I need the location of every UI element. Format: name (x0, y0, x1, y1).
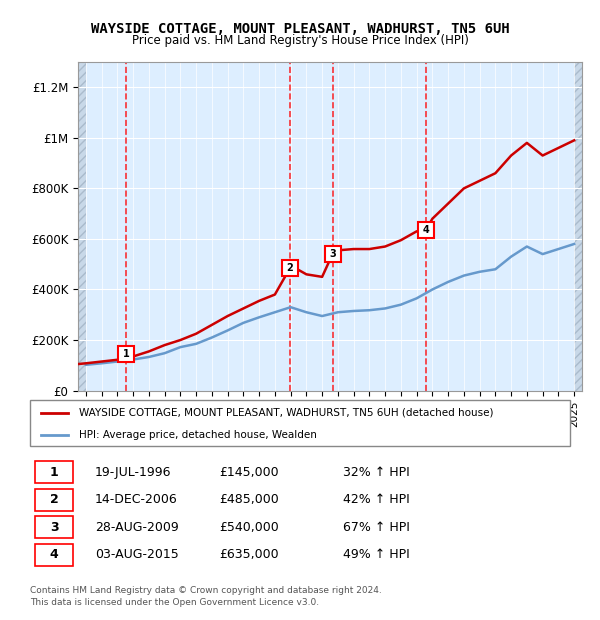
Text: 4: 4 (422, 225, 429, 235)
Text: WAYSIDE COTTAGE, MOUNT PLEASANT, WADHURST, TN5 6UH: WAYSIDE COTTAGE, MOUNT PLEASANT, WADHURS… (91, 22, 509, 36)
Text: HPI: Average price, detached house, Wealden: HPI: Average price, detached house, Weal… (79, 430, 316, 440)
Bar (78, 62, 86, 391)
Text: 1: 1 (122, 349, 129, 359)
Text: Contains HM Land Registry data © Crown copyright and database right 2024.: Contains HM Land Registry data © Crown c… (30, 586, 382, 595)
Text: 67% ↑ HPI: 67% ↑ HPI (343, 521, 410, 534)
Text: WAYSIDE COTTAGE, MOUNT PLEASANT, WADHURST, TN5 6UH (detached house): WAYSIDE COTTAGE, MOUNT PLEASANT, WADHURS… (79, 408, 493, 418)
Text: £540,000: £540,000 (219, 521, 279, 534)
FancyBboxPatch shape (35, 544, 73, 566)
Text: 49% ↑ HPI: 49% ↑ HPI (343, 548, 410, 561)
Text: £485,000: £485,000 (219, 494, 279, 506)
Text: 42% ↑ HPI: 42% ↑ HPI (343, 494, 410, 506)
Text: 3: 3 (329, 249, 336, 259)
Text: 32% ↑ HPI: 32% ↑ HPI (343, 466, 410, 479)
Text: This data is licensed under the Open Government Licence v3.0.: This data is licensed under the Open Gov… (30, 598, 319, 608)
Text: 03-AUG-2015: 03-AUG-2015 (95, 548, 179, 561)
FancyBboxPatch shape (35, 516, 73, 538)
Text: Price paid vs. HM Land Registry's House Price Index (HPI): Price paid vs. HM Land Registry's House … (131, 34, 469, 47)
Text: 2: 2 (50, 494, 59, 506)
Text: 3: 3 (50, 521, 59, 534)
Text: 2: 2 (287, 263, 293, 273)
FancyBboxPatch shape (30, 400, 570, 446)
Text: 4: 4 (50, 548, 59, 561)
Text: 19-JUL-1996: 19-JUL-1996 (95, 466, 172, 479)
Text: £145,000: £145,000 (219, 466, 278, 479)
FancyBboxPatch shape (35, 461, 73, 484)
Text: 14-DEC-2006: 14-DEC-2006 (95, 494, 178, 506)
Text: 28-AUG-2009: 28-AUG-2009 (95, 521, 179, 534)
FancyBboxPatch shape (35, 489, 73, 511)
Text: £635,000: £635,000 (219, 548, 278, 561)
Text: 1: 1 (50, 466, 59, 479)
